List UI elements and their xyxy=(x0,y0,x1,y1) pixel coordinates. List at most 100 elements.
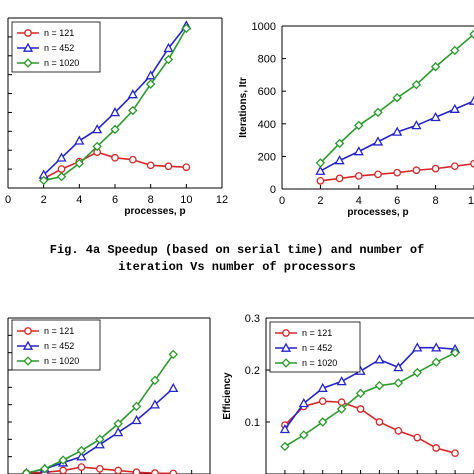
x-tick-label: 2 xyxy=(317,195,323,207)
y-tick-label: 0.3 xyxy=(245,313,260,325)
y-tick-label: 0.2 xyxy=(245,365,260,377)
data-point xyxy=(411,79,422,90)
data-point xyxy=(114,466,123,474)
data-point xyxy=(109,107,121,117)
data-point xyxy=(132,468,141,474)
data-point xyxy=(56,171,67,182)
series-line xyxy=(26,353,174,474)
data-point xyxy=(354,172,363,180)
data-point xyxy=(299,430,309,440)
caption-line-1: Fig. 4a Speedup (based on serial time) a… xyxy=(50,243,424,257)
series-n-1020 xyxy=(21,349,178,474)
data-point xyxy=(58,455,68,465)
data-point xyxy=(412,367,422,378)
legend-entry: n = 452 xyxy=(302,343,332,353)
data-point xyxy=(315,158,326,168)
data-point xyxy=(74,158,85,169)
series-n-1020 xyxy=(38,23,192,186)
data-point xyxy=(355,388,366,399)
y-axis-label: Iterations, Itr xyxy=(238,77,249,138)
data-point xyxy=(150,375,160,386)
data-point xyxy=(76,451,87,461)
chart-panel-3: n = 121 n = 452 n = 1020 xyxy=(7,317,211,474)
data-point xyxy=(375,418,384,426)
x-axis-label: processes, p xyxy=(124,206,185,217)
data-point xyxy=(374,170,382,179)
data-point xyxy=(374,354,385,364)
series-n-1020 xyxy=(280,348,460,452)
legend: n = 121 n = 452 n = 1020 xyxy=(11,319,101,371)
data-point xyxy=(280,342,292,352)
series-n-121 xyxy=(281,397,459,458)
y-tick-label: 0.1 xyxy=(245,417,260,429)
series-n-452 xyxy=(22,382,179,474)
data-point xyxy=(431,357,441,367)
series-n-121 xyxy=(316,159,474,185)
y-tick-label: 800 xyxy=(258,54,276,66)
data-point xyxy=(181,23,192,34)
x-tick-label: 6 xyxy=(112,194,118,206)
data-point xyxy=(21,468,32,474)
data-point xyxy=(431,164,440,173)
data-point xyxy=(336,376,347,386)
data-point xyxy=(151,469,159,474)
data-point xyxy=(40,464,50,474)
legend-entry: n = 1020 xyxy=(44,356,79,366)
data-point xyxy=(113,419,123,429)
data-point xyxy=(335,174,344,183)
data-point xyxy=(413,433,422,442)
data-point xyxy=(412,342,423,352)
data-point xyxy=(317,382,328,393)
data-point xyxy=(131,414,142,425)
data-point xyxy=(22,340,34,350)
data-point xyxy=(127,89,138,99)
data-point xyxy=(431,342,442,352)
data-point xyxy=(163,54,174,65)
x-tick-label: 10 xyxy=(468,195,474,207)
data-point xyxy=(23,356,33,366)
data-point xyxy=(163,42,174,53)
data-point xyxy=(430,62,441,72)
chart-panel-2: 0 2 4 6 8 10 0 200 400 600 800 1000 processes, p Iter… xyxy=(238,21,474,218)
data-point xyxy=(373,107,383,118)
legend-entry: n = 452 xyxy=(44,43,74,53)
data-point xyxy=(110,124,120,135)
data-point xyxy=(128,155,137,164)
x-tick-label: 8 xyxy=(148,194,154,206)
data-point xyxy=(432,444,441,452)
data-point xyxy=(279,423,291,434)
data-point xyxy=(280,441,290,452)
series-line xyxy=(284,346,456,430)
data-point xyxy=(149,399,161,409)
data-point xyxy=(449,103,460,113)
data-point xyxy=(469,29,474,39)
data-point xyxy=(24,327,32,335)
x-axis-label: processes, p xyxy=(347,207,408,218)
x-tick-label: 2 xyxy=(41,194,47,206)
data-point xyxy=(450,45,460,56)
legend: n = 121 n = 452 n = 1020 xyxy=(11,21,101,73)
legend: n = 121 n = 452 n = 1020 xyxy=(269,321,361,373)
data-point xyxy=(56,152,67,162)
x-tick-label: 0 xyxy=(5,194,11,206)
data-point xyxy=(411,120,422,130)
legend-entry: n = 121 xyxy=(44,326,74,336)
data-point xyxy=(169,469,178,474)
data-point xyxy=(92,124,103,134)
data-point xyxy=(94,439,105,449)
data-point xyxy=(393,378,404,388)
data-point xyxy=(282,329,290,337)
data-point xyxy=(412,166,421,175)
data-point xyxy=(92,141,102,152)
x-tick-label: 6 xyxy=(394,195,400,207)
data-point xyxy=(23,58,33,68)
data-point xyxy=(468,95,474,105)
data-point xyxy=(76,445,87,456)
data-point xyxy=(393,168,402,177)
data-point xyxy=(315,165,326,175)
x-tick-label: 10 xyxy=(180,194,192,206)
x-tick-label: 0 xyxy=(279,195,285,207)
data-point xyxy=(393,362,404,372)
